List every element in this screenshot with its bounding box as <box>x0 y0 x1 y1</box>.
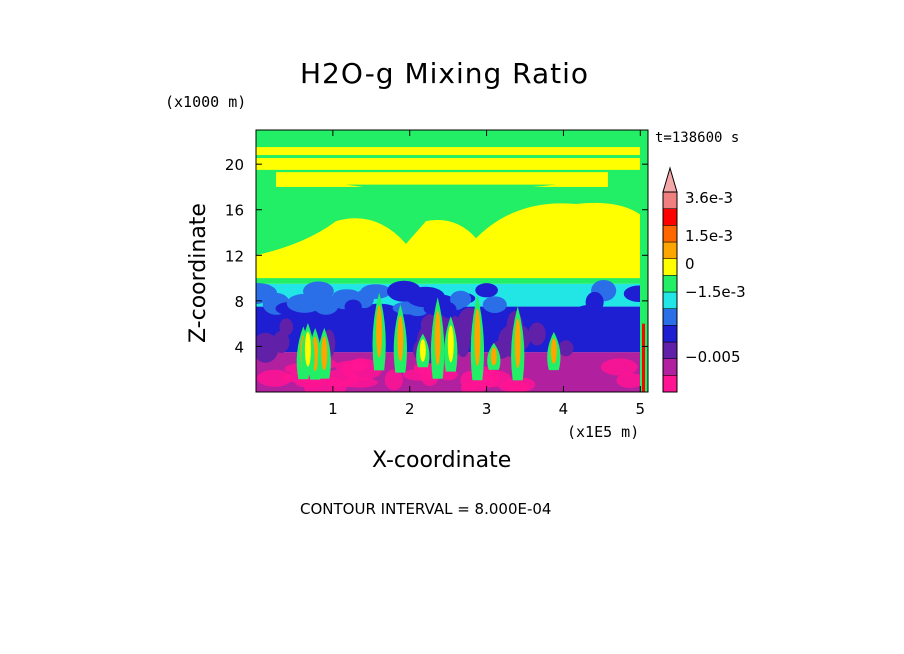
blue-blob <box>585 291 604 313</box>
magenta-blob <box>503 377 536 392</box>
magenta-blob <box>257 369 293 387</box>
blue-blob <box>332 289 361 302</box>
blue-blob <box>475 283 498 298</box>
plume-core <box>447 325 454 363</box>
colorbar-swatch <box>662 258 678 276</box>
blue-blob <box>407 304 429 317</box>
y-tick-label: 12 <box>225 247 244 265</box>
blue-blob <box>286 293 323 313</box>
colorbar-swatch <box>662 241 678 259</box>
plume-core <box>304 331 311 367</box>
plume-core <box>419 339 426 362</box>
purple-blob <box>558 340 574 357</box>
x-tick-label: 3 <box>482 400 492 418</box>
magenta-blob <box>295 378 324 388</box>
colorbar-label: 1.5e-3 <box>685 227 733 245</box>
plume-core <box>514 318 521 369</box>
blue-blob <box>482 296 507 313</box>
contour-interval-label: CONTOUR INTERVAL = 8.000E-04 <box>300 500 552 518</box>
green-stripe <box>256 155 648 159</box>
colorbar-swatch <box>662 225 678 243</box>
colorbar-swatch <box>662 191 678 209</box>
x-axis-label: X-coordinate <box>372 448 512 473</box>
plume-core <box>490 347 497 366</box>
yellow-mass <box>256 202 648 279</box>
plume-core <box>434 310 441 366</box>
colorbar-swatch <box>662 375 678 393</box>
colorbar-arrow <box>662 166 678 193</box>
purple-blob <box>272 331 290 353</box>
blue-blob <box>440 302 457 319</box>
purple-blob <box>528 322 546 346</box>
x-tick-label: 1 <box>328 400 338 418</box>
colorbar-label: 3.6e-3 <box>685 189 733 207</box>
magenta-blob <box>352 358 369 372</box>
y-axis-unit: (x1000 m) <box>165 93 247 111</box>
yellow-stripe-upper <box>256 147 648 170</box>
colorbar-swatch <box>662 325 678 343</box>
colorbar-frame <box>662 191 678 393</box>
colorbar-swatch <box>662 275 678 293</box>
blue-blob <box>450 290 472 308</box>
x-tick-label: 4 <box>559 400 569 418</box>
colorbar-swatch <box>662 341 678 359</box>
colorbar-label: −1.5e-3 <box>685 283 746 301</box>
green-wave <box>346 184 556 192</box>
blue-blob <box>344 299 362 314</box>
right-edge-streak <box>642 323 645 392</box>
magenta-blob <box>600 358 638 376</box>
plume-core <box>474 308 481 366</box>
x-axis-unit: (x1E5 m) <box>567 423 640 441</box>
plume-core <box>376 305 383 358</box>
y-tick-label: 4 <box>234 338 244 356</box>
plume-core <box>321 336 328 371</box>
time-label: t=138600 s <box>655 130 740 146</box>
colorbar-label: 0 <box>685 255 695 273</box>
y-tick-label: 16 <box>225 202 244 220</box>
contour-field <box>256 130 648 392</box>
purple-blob <box>279 318 294 336</box>
right-edge-band <box>640 130 648 392</box>
colorbar-swatch <box>662 308 678 326</box>
x-tick-label: 5 <box>636 400 646 418</box>
y-tick-label: 20 <box>225 156 244 174</box>
yellow-stripe-lower <box>276 172 608 187</box>
y-tick-label: 8 <box>234 293 244 311</box>
magenta-blob <box>384 369 403 391</box>
x-tick-label: 2 <box>405 400 415 418</box>
colorbar-label: −0.005 <box>685 348 741 366</box>
plume-core <box>397 315 404 362</box>
blue-blob <box>406 286 446 308</box>
plume-core <box>550 338 557 364</box>
colorbar-swatch <box>662 291 678 309</box>
colorbar-swatch <box>662 208 678 226</box>
blue-blob <box>623 285 648 302</box>
chart-title: H2O-g Mixing Ratio <box>300 57 590 90</box>
colorbar-swatch <box>662 358 678 376</box>
magenta-blob <box>322 369 358 388</box>
plot-frame <box>255 129 649 393</box>
blue-blob <box>256 282 278 304</box>
magenta-blob <box>616 372 645 388</box>
